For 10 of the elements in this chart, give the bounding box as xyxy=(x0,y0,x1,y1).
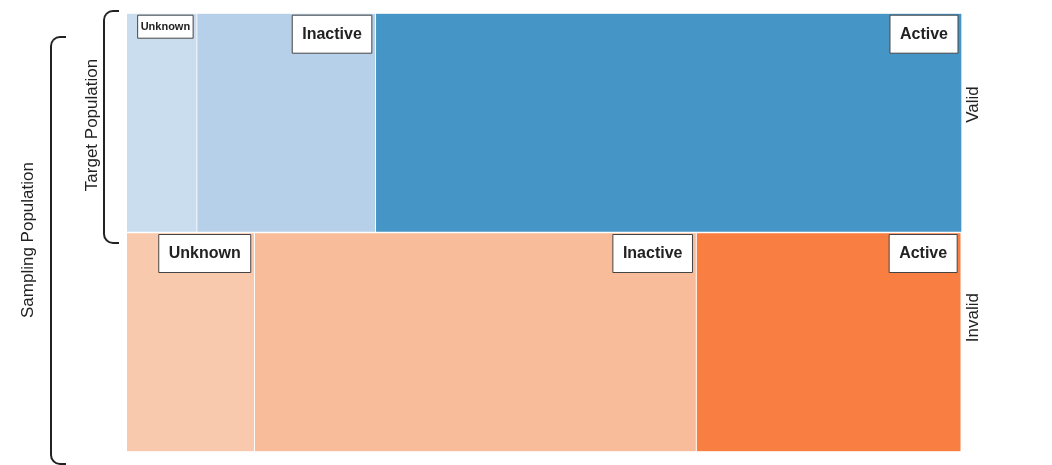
series-label: Active xyxy=(899,24,949,42)
text: Active xyxy=(899,243,948,261)
y-tick-label: Valid xyxy=(962,86,982,123)
text: Inactive xyxy=(622,243,683,261)
y-tick-label: Invalid xyxy=(962,293,982,343)
text: Target Population xyxy=(82,58,102,192)
series-label: Inactive xyxy=(302,24,362,42)
series-label: Unknown xyxy=(140,19,191,32)
text: Sampling Population xyxy=(18,162,38,318)
text: Unknown xyxy=(168,243,241,261)
